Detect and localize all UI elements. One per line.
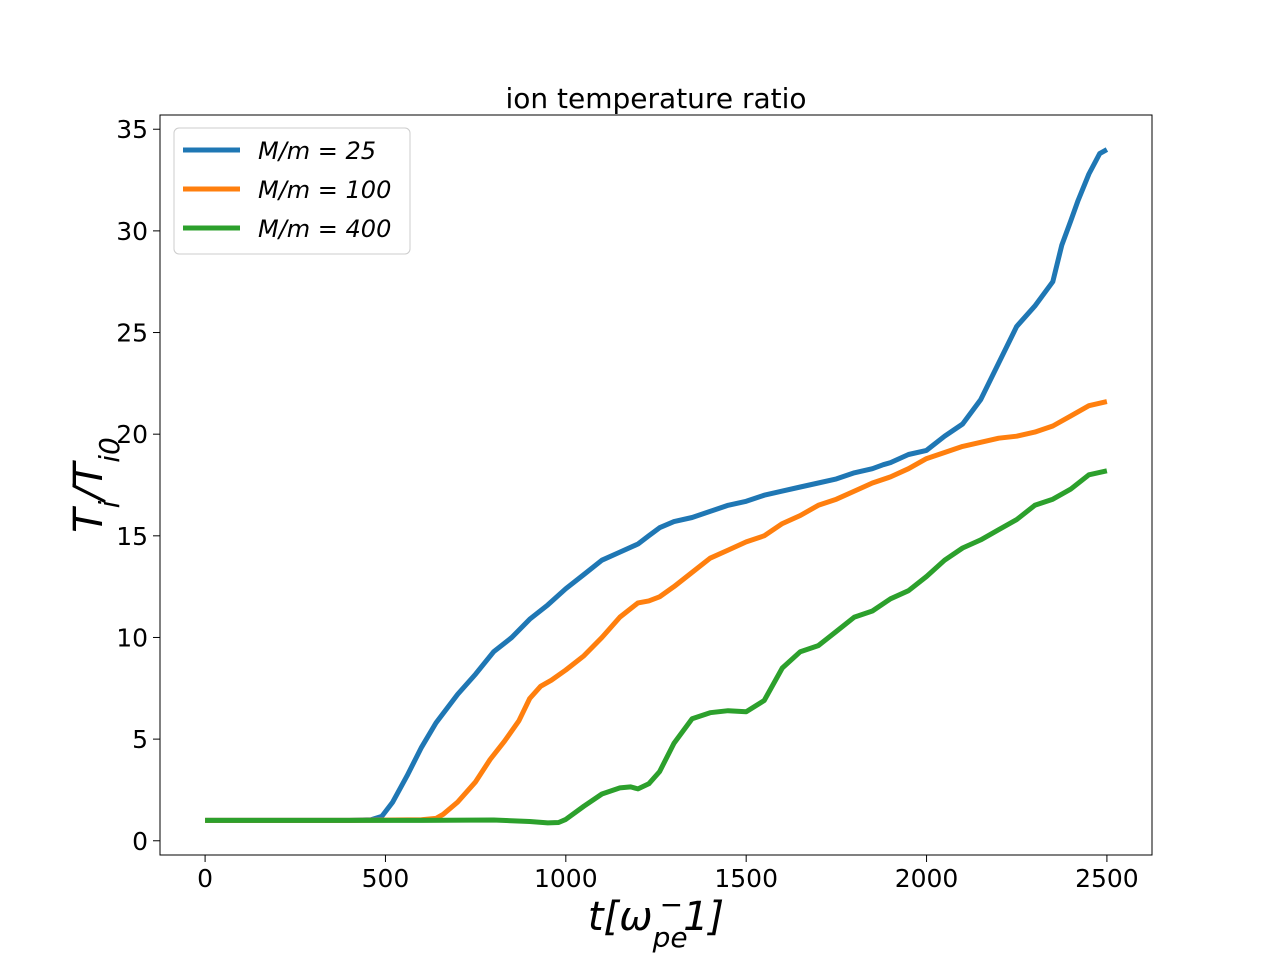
y-tick-label: 5 (132, 725, 148, 754)
y-tick-label: 10 (116, 623, 148, 652)
x-tick-label: 2000 (895, 864, 959, 893)
y-tick-label: 20 (116, 420, 148, 449)
legend-label-3: M/m = 400 (258, 215, 391, 243)
x-tick-label: 1000 (534, 864, 598, 893)
legend-box (173, 127, 411, 255)
y-tick-label: 30 (116, 217, 148, 246)
x-tick-label: 0 (197, 864, 213, 893)
chart-title: ion temperature ratio (505, 82, 806, 115)
legend: M/m = 25 M/m = 100 M/m = 400 (173, 127, 411, 255)
x-tick-label: 2500 (1075, 864, 1139, 893)
legend-label-1: M/m = 25 (258, 137, 376, 165)
y-tick-label: 0 (132, 827, 148, 856)
y-tick-label: 25 (116, 319, 148, 348)
series-line-1 (205, 147, 1109, 823)
y-tick-label: 35 (116, 115, 148, 144)
series-lines (205, 147, 1109, 826)
plot-area (159, 114, 1153, 856)
legend-label-2: M/m = 100 (258, 176, 391, 204)
x-tick-label: 500 (362, 864, 410, 893)
axes-frame (159, 114, 1153, 856)
x-axis-ticks: 0 500 1000 1500 2000 2500 (197, 855, 1139, 893)
series-line-2 (205, 399, 1108, 823)
series-line-3 (205, 468, 1108, 826)
y-axis-ticks: 0 5 10 15 20 25 30 35 (116, 115, 160, 856)
y-tick-label: 15 (116, 522, 148, 551)
x-tick-label: 1500 (714, 864, 778, 893)
